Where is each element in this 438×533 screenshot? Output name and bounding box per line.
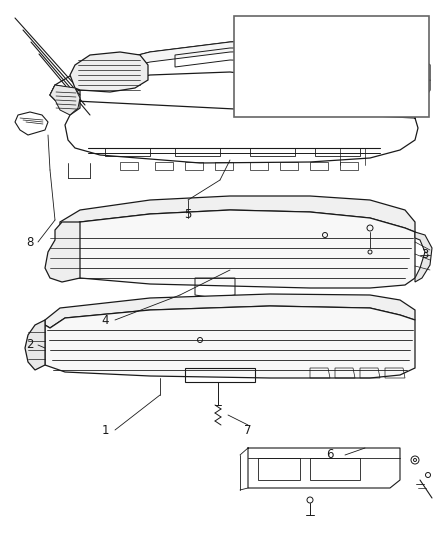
- Text: 2: 2: [26, 338, 34, 351]
- Polygon shape: [45, 294, 415, 328]
- Polygon shape: [25, 320, 45, 370]
- Polygon shape: [60, 210, 415, 288]
- Bar: [175, 148, 220, 156]
- Text: 8: 8: [26, 236, 34, 248]
- Text: 1: 1: [101, 424, 109, 437]
- Text: 5: 5: [184, 208, 192, 222]
- Polygon shape: [80, 38, 420, 78]
- Polygon shape: [60, 196, 415, 232]
- Bar: [310, 458, 360, 480]
- Circle shape: [413, 458, 417, 462]
- Polygon shape: [70, 52, 148, 92]
- Bar: [234, 16, 429, 117]
- Polygon shape: [45, 306, 415, 378]
- Text: 3: 3: [421, 248, 429, 262]
- Polygon shape: [278, 38, 420, 90]
- Polygon shape: [45, 222, 80, 282]
- Polygon shape: [50, 85, 80, 115]
- Polygon shape: [415, 232, 432, 282]
- Text: 4: 4: [101, 313, 109, 327]
- Text: 7: 7: [244, 424, 252, 437]
- Bar: [258, 458, 300, 480]
- Bar: [315, 148, 360, 156]
- Bar: [105, 148, 150, 156]
- Text: 6: 6: [326, 448, 334, 462]
- Bar: [250, 148, 295, 156]
